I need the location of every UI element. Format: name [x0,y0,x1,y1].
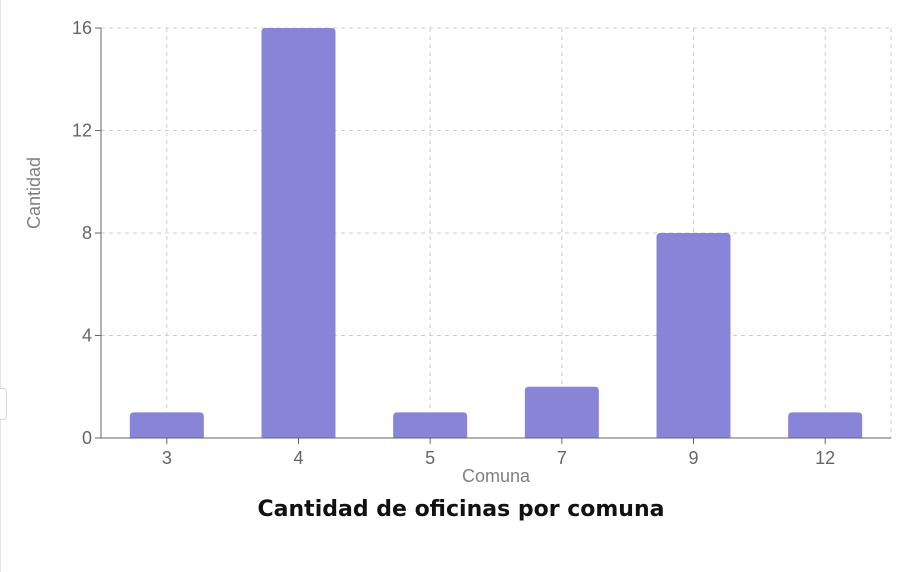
y-tick-label: 4 [82,326,92,346]
grid-lines [101,27,892,438]
bar-12 [788,412,863,438]
bar-9 [656,233,731,438]
bar-4 [261,28,336,438]
tick-labels: 0 4 8 12 16 3 4 5 7 9 12 [72,18,835,468]
x-tick-label: 9 [688,448,698,468]
chart-title: Cantidad de oficinas por comuna [257,497,665,522]
bars [129,28,863,438]
x-tick-label: 7 [557,448,567,468]
x-tick-label: 12 [815,448,835,468]
bar-3 [129,412,204,438]
y-tick-label: 16 [72,18,92,38]
panel-left-border [0,0,1,572]
panel-collapse-handle[interactable] [0,388,7,420]
x-tick-label: 5 [425,448,435,468]
x-tick-label: 4 [293,448,303,468]
bar-7 [524,386,599,438]
y-axis-label: Cantidad [24,157,44,229]
x-tick-label: 3 [162,448,172,468]
y-tick-label: 8 [82,223,92,243]
axes [95,27,891,444]
y-tick-label: 0 [82,428,92,448]
x-axis-label: Comuna [462,466,531,486]
bar-5 [393,412,468,438]
y-tick-label: 12 [72,121,92,141]
